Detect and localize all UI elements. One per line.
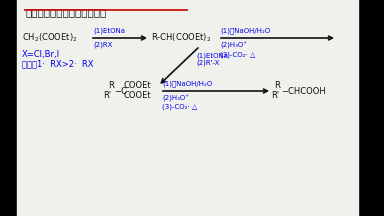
Text: R-CH(COOEt)$_2$: R-CH(COOEt)$_2$ [151,32,211,44]
Text: (3)-CO₂· △: (3)-CO₂· △ [220,51,255,57]
Text: COOEt: COOEt [124,91,152,100]
Text: (1)EtONa: (1)EtONa [196,52,228,59]
Text: R: R [274,81,280,91]
Text: 产率：1·  RX>2·  RX: 产率：1· RX>2· RX [22,59,93,68]
Text: CH$_2$(COOEt)$_2$: CH$_2$(COOEt)$_2$ [22,32,78,44]
Bar [17,0,358,216]
Text: (2)H₃O⁺: (2)H₃O⁺ [162,95,189,102]
Text: (1)稀NaOH/H₂O: (1)稀NaOH/H₂O [220,27,270,34]
Text: X=Cl,Br,I: X=Cl,Br,I [22,49,60,59]
Text: (2)RX: (2)RX [93,42,113,49]
Text: −C: −C [114,86,127,95]
Bar [0,0,17,216]
Text: R': R' [103,91,111,100]
Text: (3)-CO₂· △: (3)-CO₂· △ [162,104,197,111]
Bar [358,0,384,216]
Text: COOEt: COOEt [124,81,152,91]
Text: R': R' [271,91,279,100]
Text: (2)H₃O⁺: (2)H₃O⁺ [220,42,247,49]
Text: (1)EtONa: (1)EtONa [93,27,125,34]
Text: −CHCOOH: −CHCOOH [281,86,326,95]
Text: R: R [108,81,114,91]
Text: (1)稀NaOH/H₂O: (1)稀NaOH/H₂O [162,80,212,87]
Text: (2)R'-X: (2)R'-X [196,59,219,66]
Text: 八、合成一取代和二取代乙酸: 八、合成一取代和二取代乙酸 [25,7,106,17]
